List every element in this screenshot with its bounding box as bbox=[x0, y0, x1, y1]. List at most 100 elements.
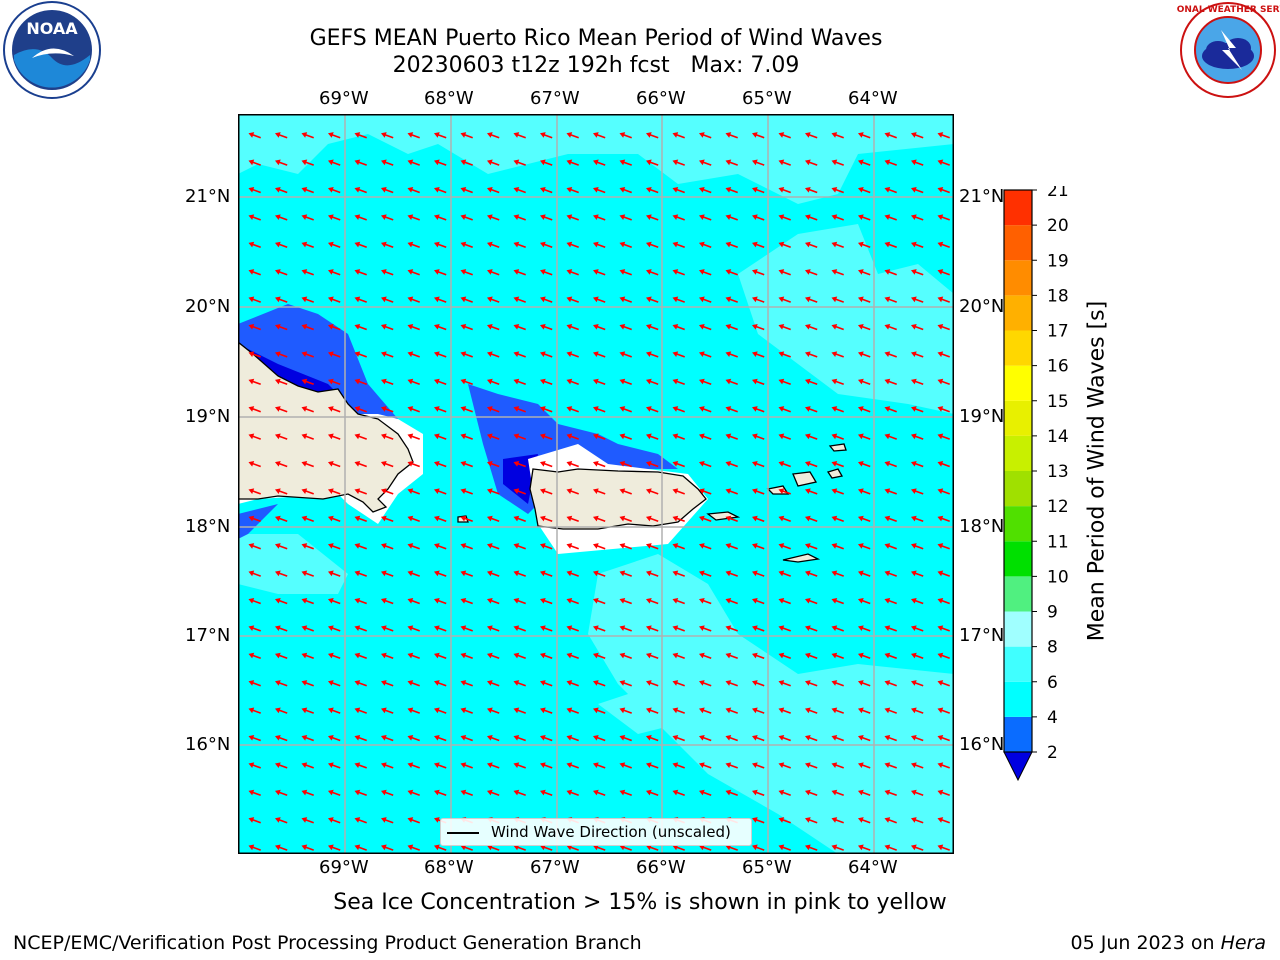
wind-wave-arrow bbox=[354, 378, 367, 386]
wind-wave-arrow bbox=[910, 625, 924, 632]
wind-wave-arrow bbox=[513, 433, 526, 440]
wind-wave-arrow bbox=[645, 460, 659, 468]
wind-wave-arrow bbox=[592, 433, 606, 440]
colorbar-band bbox=[1004, 435, 1032, 471]
wind-wave-arrow bbox=[539, 323, 553, 331]
wind-wave-arrow bbox=[645, 789, 659, 797]
wind-wave-arrow bbox=[354, 515, 367, 523]
colorbar-band bbox=[1004, 541, 1032, 577]
wind-wave-arrow bbox=[460, 625, 473, 632]
wind-wave-arrow bbox=[698, 132, 712, 139]
colorbar-band bbox=[1004, 681, 1032, 717]
wind-wave-arrow bbox=[354, 406, 367, 413]
wind-wave-arrow bbox=[433, 323, 447, 331]
wind-wave-arrow bbox=[698, 543, 712, 550]
wind-wave-arrow bbox=[725, 433, 738, 440]
wind-wave-arrow bbox=[778, 762, 791, 769]
wind-wave-arrow bbox=[804, 817, 818, 824]
wind-wave-arrow bbox=[751, 460, 765, 468]
wind-wave-arrow bbox=[645, 214, 659, 221]
wind-wave-arrow bbox=[831, 378, 844, 386]
wind-wave-arrow bbox=[910, 323, 924, 331]
wind-wave-arrow bbox=[857, 132, 871, 139]
map-title: GEFS MEAN Puerto Rico Mean Period of Win… bbox=[309, 26, 883, 51]
colorbar-tick-label: 19 bbox=[1047, 251, 1068, 271]
colorbar-band bbox=[1004, 295, 1032, 331]
wind-wave-arrow bbox=[539, 625, 553, 632]
wind-wave-arrow bbox=[301, 570, 314, 577]
wind-wave-arrow bbox=[327, 186, 341, 194]
wind-wave-arrow bbox=[301, 543, 314, 550]
wind-wave-arrow bbox=[751, 241, 765, 249]
wind-wave-arrow bbox=[274, 844, 288, 851]
wind-wave-arrow bbox=[354, 214, 367, 221]
wind-wave-arrow bbox=[645, 597, 659, 605]
wind-wave-arrow bbox=[539, 597, 553, 605]
wind-wave-arrow bbox=[804, 323, 818, 331]
wind-wave-arrow bbox=[778, 460, 791, 468]
wind-wave-arrow bbox=[778, 296, 791, 303]
wind-wave-arrow bbox=[513, 597, 526, 605]
wind-wave-arrow bbox=[486, 570, 500, 577]
lon-label-top-67w: 67°W bbox=[530, 88, 580, 109]
wind-wave-arrow bbox=[645, 433, 659, 440]
wind-wave-arrow bbox=[672, 241, 685, 249]
wind-wave-arrow bbox=[539, 707, 553, 714]
wind-wave-arrow bbox=[248, 269, 261, 276]
colorbar-extend-below bbox=[1003, 751, 1033, 782]
wind-wave-arrow bbox=[672, 597, 685, 605]
wind-wave-arrow bbox=[831, 762, 844, 769]
wind-wave-arrow bbox=[566, 707, 579, 714]
wind-wave-arrow bbox=[910, 652, 924, 660]
wind-wave-arrow bbox=[619, 159, 632, 166]
wind-wave-arrow bbox=[354, 460, 367, 468]
colorbar-tick-label: 13 bbox=[1047, 462, 1068, 482]
wind-wave-arrow bbox=[592, 132, 606, 139]
wind-wave-arrow bbox=[910, 597, 924, 605]
wind-wave-arrow bbox=[619, 296, 632, 303]
wind-wave-arrow bbox=[460, 789, 473, 797]
wind-wave-arrow bbox=[301, 488, 314, 495]
wind-wave-arrow bbox=[751, 543, 765, 550]
wind-wave-arrow bbox=[937, 625, 950, 632]
wind-wave-arrow bbox=[301, 652, 314, 660]
wind-wave-arrow bbox=[433, 844, 447, 851]
wind-wave-arrow bbox=[486, 515, 500, 523]
wind-wave-arrow bbox=[274, 269, 288, 276]
wind-wave-arrow bbox=[301, 707, 314, 714]
wind-wave-arrow bbox=[884, 488, 897, 495]
wind-wave-arrow bbox=[857, 214, 871, 221]
host-name: Hera bbox=[1220, 932, 1266, 954]
wind-wave-arrow bbox=[539, 269, 553, 276]
wind-wave-arrow bbox=[592, 241, 606, 249]
wind-wave-arrow bbox=[751, 597, 765, 605]
wind-wave-arrow bbox=[778, 844, 791, 851]
colorbar-bands bbox=[1003, 189, 1033, 782]
wind-wave-arrow bbox=[486, 406, 500, 413]
wind-wave-arrow bbox=[407, 570, 420, 577]
wind-wave-arrow bbox=[380, 406, 394, 413]
wind-wave-arrow bbox=[566, 515, 579, 523]
wind-wave-arrow bbox=[910, 844, 924, 851]
wind-wave-arrow bbox=[566, 789, 579, 797]
wind-wave-arrow bbox=[884, 543, 897, 550]
wind-wave-arrow bbox=[778, 159, 791, 166]
wind-wave-arrow bbox=[619, 543, 632, 550]
wind-wave-arrow bbox=[910, 132, 924, 139]
wind-wave-arrow bbox=[672, 625, 685, 632]
wind-wave-arrow bbox=[698, 680, 712, 687]
wind-wave-arrow bbox=[619, 269, 632, 276]
wind-wave-arrow bbox=[672, 132, 685, 139]
wind-wave-arrow bbox=[645, 762, 659, 769]
wind-wave-arrow bbox=[592, 570, 606, 577]
generation-date: 05 Jun 2023 on Hera bbox=[1070, 932, 1266, 954]
wind-wave-arrow bbox=[486, 186, 500, 194]
wind-wave-arrow bbox=[672, 570, 685, 577]
wind-wave-arrow bbox=[380, 789, 394, 797]
wind-wave-arrow bbox=[433, 378, 447, 386]
wind-wave-arrow bbox=[407, 269, 420, 276]
wind-wave-arrow bbox=[274, 378, 288, 386]
wind-wave-arrow bbox=[778, 406, 791, 413]
wind-wave-arrow bbox=[327, 652, 341, 660]
lat-label-right-17n: 17°N bbox=[959, 625, 1005, 646]
